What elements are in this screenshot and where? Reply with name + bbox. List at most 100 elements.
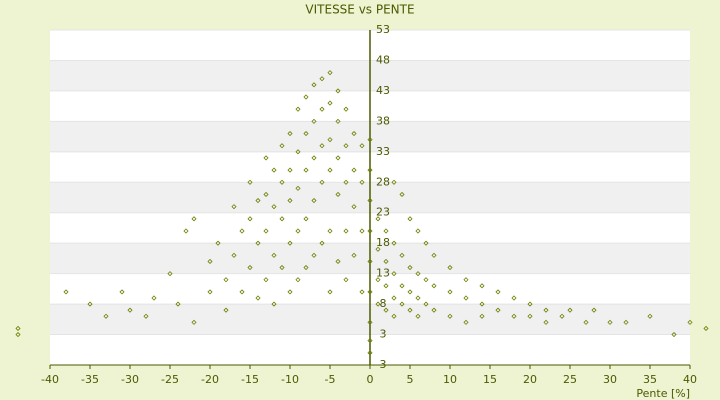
point bbox=[327, 289, 333, 295]
y-tick-label: 48 bbox=[376, 53, 390, 66]
point bbox=[351, 130, 357, 137]
point bbox=[343, 179, 349, 185]
point bbox=[167, 271, 173, 277]
y-tick-label: 23 bbox=[376, 206, 390, 219]
point bbox=[327, 228, 333, 234]
point bbox=[287, 240, 293, 246]
point bbox=[407, 307, 413, 313]
point bbox=[423, 301, 429, 307]
point bbox=[343, 143, 349, 149]
point bbox=[367, 338, 373, 344]
point bbox=[479, 313, 485, 319]
y-tick-label: 18 bbox=[376, 236, 390, 249]
point bbox=[327, 167, 333, 173]
point bbox=[239, 289, 245, 295]
x-tick-label: 0 bbox=[367, 373, 374, 386]
point bbox=[247, 216, 253, 222]
y-tick-label: 33 bbox=[376, 145, 390, 158]
point bbox=[495, 289, 501, 295]
point bbox=[423, 240, 429, 246]
point bbox=[271, 204, 277, 210]
point bbox=[255, 197, 261, 204]
x-tick-label: 5 bbox=[407, 373, 414, 386]
y-tick-label: 13 bbox=[376, 267, 390, 280]
point bbox=[399, 252, 405, 258]
chart-title: VITESSE vs PENTE bbox=[305, 3, 414, 17]
y-tick-label: 53 bbox=[376, 23, 390, 36]
point bbox=[335, 191, 341, 198]
point bbox=[239, 228, 245, 234]
point bbox=[703, 325, 709, 332]
point bbox=[383, 283, 389, 289]
point bbox=[271, 301, 277, 307]
point bbox=[391, 313, 397, 319]
point bbox=[399, 283, 405, 289]
point bbox=[247, 264, 253, 271]
point bbox=[375, 277, 381, 283]
point bbox=[391, 179, 397, 185]
point bbox=[279, 143, 285, 149]
point bbox=[583, 319, 589, 325]
point bbox=[383, 228, 389, 234]
point bbox=[359, 289, 365, 295]
point bbox=[215, 240, 221, 246]
point bbox=[591, 307, 597, 313]
point bbox=[343, 106, 349, 112]
point bbox=[103, 313, 109, 319]
x-tick-label: -5 bbox=[325, 373, 336, 386]
point bbox=[399, 191, 405, 198]
x-tick-label: 40 bbox=[683, 373, 697, 386]
point bbox=[303, 167, 309, 173]
x-tick-label: 25 bbox=[563, 373, 577, 386]
point bbox=[191, 319, 197, 325]
point bbox=[287, 289, 293, 295]
point bbox=[287, 167, 293, 173]
point bbox=[311, 82, 317, 88]
point bbox=[527, 313, 533, 319]
point bbox=[119, 289, 125, 295]
point bbox=[375, 246, 381, 252]
point bbox=[415, 228, 421, 234]
point bbox=[63, 289, 69, 295]
point bbox=[511, 313, 517, 319]
x-tick-label: -35 bbox=[81, 373, 99, 386]
point bbox=[271, 167, 277, 173]
y-tick-label: 8 bbox=[380, 297, 387, 310]
point bbox=[231, 252, 237, 258]
point bbox=[295, 106, 301, 112]
point bbox=[335, 88, 341, 94]
point bbox=[367, 167, 373, 173]
y-tick-label: 3 bbox=[380, 328, 387, 341]
point bbox=[303, 94, 309, 100]
point bbox=[431, 283, 437, 289]
point bbox=[351, 252, 357, 258]
point bbox=[327, 137, 333, 143]
point bbox=[367, 197, 373, 204]
point bbox=[479, 301, 485, 307]
point bbox=[343, 277, 349, 283]
y-tick-label: 38 bbox=[376, 114, 390, 127]
point bbox=[327, 100, 333, 106]
point bbox=[647, 313, 653, 319]
point bbox=[543, 319, 549, 325]
point bbox=[343, 228, 349, 234]
point bbox=[319, 76, 325, 82]
point bbox=[303, 130, 309, 137]
point bbox=[223, 307, 229, 313]
x-axis-label: Pente [%] bbox=[636, 387, 690, 400]
point bbox=[367, 319, 373, 325]
point bbox=[287, 197, 293, 204]
point bbox=[223, 277, 229, 283]
point bbox=[319, 179, 325, 185]
point bbox=[207, 289, 213, 295]
point bbox=[311, 155, 317, 161]
point bbox=[431, 252, 437, 258]
point bbox=[311, 118, 317, 124]
x-tick-label: -30 bbox=[121, 373, 139, 386]
point bbox=[15, 331, 21, 338]
point bbox=[687, 319, 693, 325]
point bbox=[207, 258, 213, 265]
point bbox=[263, 191, 269, 198]
point bbox=[279, 264, 285, 271]
point bbox=[303, 264, 309, 271]
